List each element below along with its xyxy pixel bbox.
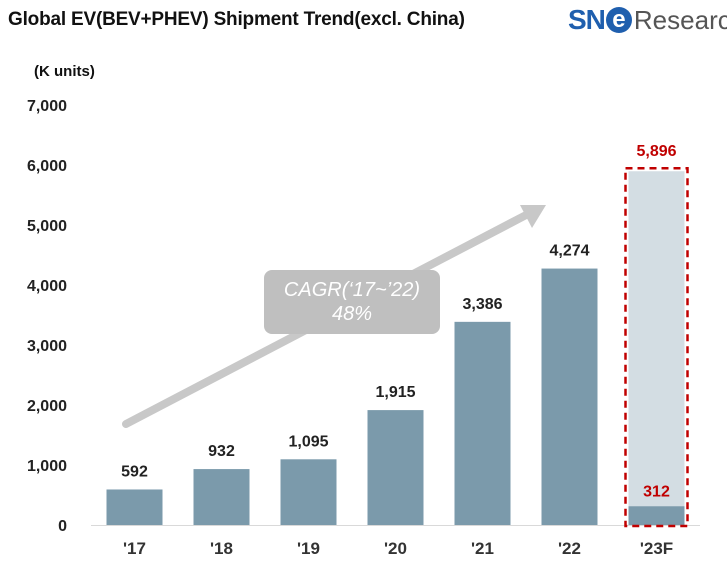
x-tick-label: '23F (640, 539, 673, 558)
bar-value-label: 592 (121, 463, 148, 480)
y-tick-label: 5,000 (27, 218, 67, 235)
cagr-annotation-box: CAGR(‘17~’22) 48% (264, 270, 440, 334)
y-tick-label: 1,000 (27, 458, 67, 475)
bar-value-label: 1,915 (375, 384, 415, 401)
y-tick-label: 2,000 (27, 398, 67, 415)
forecast-total-label: 5,896 (636, 143, 676, 160)
x-tick-label: '17 (123, 539, 146, 558)
forecast-bar-actual (628, 506, 685, 525)
bar (367, 410, 424, 525)
forecast-actual-label: 312 (643, 483, 670, 500)
y-tick-label: 4,000 (27, 278, 67, 295)
bar-value-label: 1,095 (288, 433, 328, 450)
forecast-dashed-border (624, 166, 689, 528)
bar (193, 469, 250, 525)
chart-title: Global EV(BEV+PHEV) Shipment Trend(excl.… (8, 9, 465, 30)
y-tick-label: 0 (58, 518, 67, 535)
x-tick-label: '21 (471, 539, 494, 558)
cagr-label: CAGR(‘17~’22) (283, 279, 421, 301)
forecast-bar-total (628, 171, 685, 526)
x-tick-label: '22 (558, 539, 581, 558)
bar (541, 268, 598, 525)
brand-logo-research: Research (633, 4, 727, 35)
bar-value-label: 932 (208, 443, 235, 460)
bar (280, 459, 337, 525)
y-tick-label: 7,000 (27, 98, 67, 115)
bar-value-label: 3,386 (462, 296, 502, 313)
brand-logo: SN e Research (568, 4, 727, 36)
y-tick-label: 3,000 (27, 338, 67, 355)
y-axis-unit-label: (K units) (34, 63, 95, 80)
growth-arrow-head (520, 205, 546, 228)
x-tick-label: '18 (210, 539, 233, 558)
brand-logo-sn: SN (568, 4, 606, 35)
y-tick-label: 6,000 (27, 158, 67, 175)
bar (454, 321, 511, 525)
cagr-value: 48% (331, 303, 373, 325)
brand-logo-e: e (605, 7, 632, 33)
x-tick-label: '19 (297, 539, 320, 558)
bar-value-label: 4,274 (549, 243, 589, 260)
x-tick-label: '20 (384, 539, 407, 558)
bar (106, 489, 163, 525)
